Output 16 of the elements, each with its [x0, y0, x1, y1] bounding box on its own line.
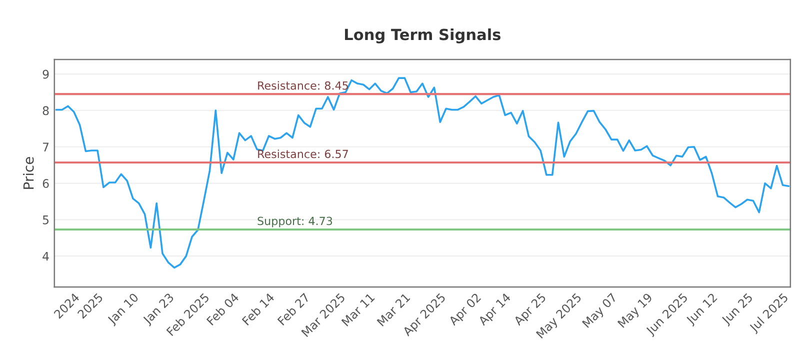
line-series	[55, 77, 790, 269]
ref-line-label: Support: 4.73	[258, 216, 332, 228]
ref-line-label: Resistance: 8.45	[258, 81, 348, 90]
y-tick-label: 4	[42, 252, 49, 261]
x-tick-label: Mar 21	[376, 292, 410, 327]
chart-title: Long Term Signals	[345, 28, 500, 44]
y-axis-title: Price	[23, 157, 34, 189]
y-tick-label: 8	[42, 106, 49, 116]
y-tick-label: 6	[42, 178, 49, 188]
ref-line-label: Resistance: 6.57	[258, 150, 348, 158]
y-tick-label: 9	[42, 70, 49, 79]
y-tick-label: 7	[42, 142, 49, 152]
y-tick-label: 5	[42, 216, 49, 224]
x-tick-label: Feb 27	[277, 292, 310, 326]
x-tick-label: Feb 14	[242, 292, 275, 326]
x-tick-label: Jan 10	[106, 292, 140, 326]
